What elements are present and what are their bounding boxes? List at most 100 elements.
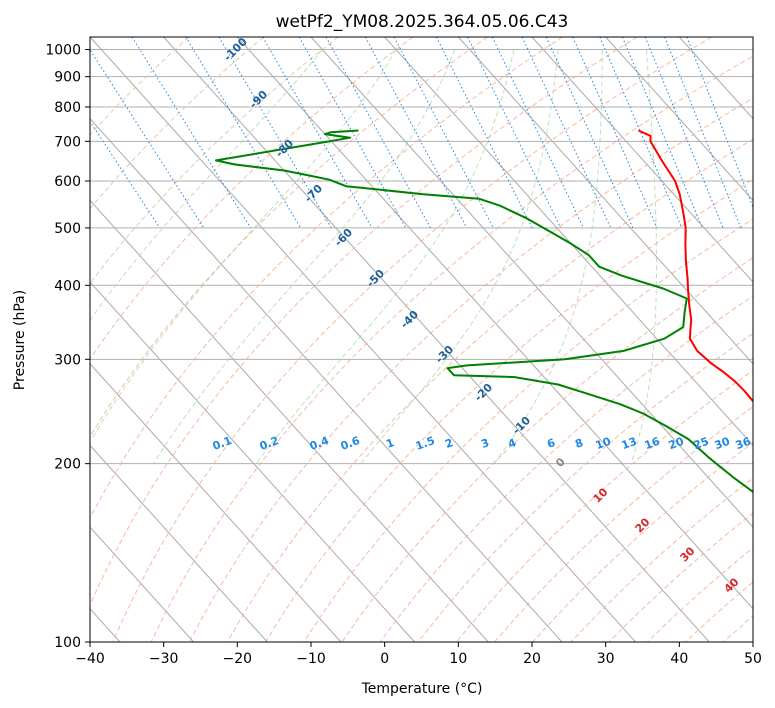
mixing-ratio-label: 2 <box>443 436 455 451</box>
moist-adiabat-line <box>90 49 323 321</box>
y-tick-label: 400 <box>54 278 81 294</box>
y-tick-label: 600 <box>54 174 81 190</box>
x-tick-label: −30 <box>149 651 179 667</box>
mixing-ratio-line <box>644 37 724 229</box>
dry-adiabat-line <box>762 37 775 642</box>
mixing-ratio-label: 16 <box>643 435 662 453</box>
mixing-ratio-line <box>686 37 753 209</box>
y-tick-label: 500 <box>54 221 81 237</box>
x-tick-label: −20 <box>223 651 253 667</box>
mixing-ratio-line <box>218 37 332 229</box>
dry-adiabat-line <box>341 257 753 642</box>
plot-area <box>90 37 775 642</box>
mixing-ratio-label: 1.5 <box>414 434 437 453</box>
y-tick-label: 100 <box>54 635 81 651</box>
mixing-ratio-label: 0.2 <box>258 434 281 453</box>
moist-adiabat-label: 0 <box>553 455 568 470</box>
y-tick-label: 800 <box>54 100 81 116</box>
dry-adiabat-label: -70 <box>302 182 325 205</box>
mixing-ratio-line <box>664 37 742 229</box>
dry-adiabat-label: -30 <box>433 343 456 366</box>
sounding-traces <box>215 129 753 494</box>
mixing-ratio-label: 0.1 <box>211 434 234 453</box>
isotherm-line <box>236 37 753 610</box>
dry-adiabat-line <box>646 547 753 642</box>
dry-adiabat-line <box>90 37 563 520</box>
moist-adiabat-line <box>91 49 397 440</box>
dry-adiabat-line <box>90 37 638 607</box>
isoline-labels: 0.1 0.2 0.4 0.6 1 1.5 2 3 4 6 8 10 13 16 20 25 30 36 -10 0 -… <box>211 35 753 596</box>
dry-adiabat-line <box>90 37 488 438</box>
dry-adiabat-line <box>150 55 753 642</box>
isotherm-line <box>90 362 342 642</box>
x-tick-label: 0 <box>380 651 389 667</box>
dry-adiabat-label: -80 <box>273 137 296 160</box>
dry-adiabat-label: -90 <box>247 88 270 111</box>
dry-adiabat-line <box>90 37 264 210</box>
temperature-trace <box>638 129 753 404</box>
dry-adiabat-line <box>112 37 712 642</box>
dry-adiabat-line <box>90 37 339 285</box>
isotherm-line <box>90 117 563 642</box>
isotherm-line <box>90 444 268 642</box>
mixing-ratio-line <box>325 37 431 229</box>
mixing-ratio-line <box>131 37 251 229</box>
x-tick-label: 20 <box>523 651 541 667</box>
dry-adiabat-line <box>456 369 753 642</box>
dry-adiabat-line <box>494 406 753 642</box>
mixing-ratio-line <box>90 120 161 229</box>
mixing-ratio-label: 10 <box>594 435 613 453</box>
moist-adiabat-label: 10 <box>591 485 611 505</box>
isotherm-line <box>384 37 753 447</box>
x-axis-label: Temperature (°C) <box>361 681 483 697</box>
isotherm-line <box>457 37 753 365</box>
dry-adiabat-line <box>417 332 753 642</box>
moist-adiabat-line <box>630 49 658 464</box>
moist-adiabat-label: 20 <box>633 515 653 535</box>
mixing-ratio-line <box>185 37 301 229</box>
y-tick-label: 200 <box>54 457 81 473</box>
isotherm-line <box>90 37 637 642</box>
dry-adiabat-line <box>379 295 753 642</box>
moist-adiabat-line <box>360 49 559 465</box>
chart-title: wetPf2_YM08.2025.364.05.06.C43 <box>276 12 569 32</box>
mixing-ratio-line <box>262 37 373 229</box>
mixing-ratio-label: 8 <box>573 436 585 451</box>
mixing-ratio-line <box>621 37 703 229</box>
mixing-ratio-line <box>491 37 584 229</box>
y-tick-label: 300 <box>54 352 81 368</box>
isotherm-line <box>90 199 489 642</box>
mixing-ratio-line <box>298 37 407 229</box>
dry-adiabat-label: -10 <box>510 414 533 437</box>
isotherm-line <box>605 37 753 202</box>
mixing-ratio-label: 20 <box>667 435 686 453</box>
mixing-ratio-label: 3 <box>479 436 491 451</box>
y-tick-label: 900 <box>54 70 81 86</box>
moist-adiabat-line <box>493 49 603 464</box>
x-tick-label: 30 <box>597 651 615 667</box>
mixing-ratio-label: 25 <box>692 435 711 452</box>
dry-adiabat-line <box>265 178 753 642</box>
mixing-ratio-line <box>364 37 468 229</box>
x-tick-label: 40 <box>670 651 688 667</box>
isotherm-line <box>310 37 753 528</box>
dry-adiabat-label: -40 <box>398 308 421 331</box>
mixing-ratio-label: 6 <box>545 436 557 451</box>
dry-adiabat-line <box>303 218 753 642</box>
dry-adiabat-line <box>90 37 414 360</box>
mixing-ratio-label: 30 <box>713 435 732 453</box>
x-axis-ticks: −40 −30 −20 −10 0 10 20 30 40 50 <box>75 642 762 667</box>
mixing-ratio-label: 0.4 <box>308 434 331 453</box>
y-tick-label: 1000 <box>45 43 81 59</box>
mixing-ratio-line <box>521 37 612 229</box>
dry-adiabat-line <box>188 97 753 642</box>
x-tick-label: −40 <box>75 651 105 667</box>
x-tick-label: −10 <box>296 651 326 667</box>
isotherm-line <box>90 281 416 642</box>
x-tick-label: 50 <box>744 651 762 667</box>
mixing-ratio-line <box>599 37 683 229</box>
y-axis-ticks: 1000 900 800 700 600 500 400 300 200 100 <box>45 43 90 651</box>
mixing-ratio-label: 0.6 <box>339 434 362 453</box>
mixing-ratio-label: 4 <box>506 436 518 451</box>
